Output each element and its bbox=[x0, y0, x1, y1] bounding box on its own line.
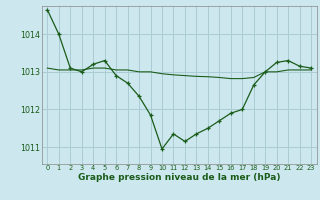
X-axis label: Graphe pression niveau de la mer (hPa): Graphe pression niveau de la mer (hPa) bbox=[78, 173, 280, 182]
